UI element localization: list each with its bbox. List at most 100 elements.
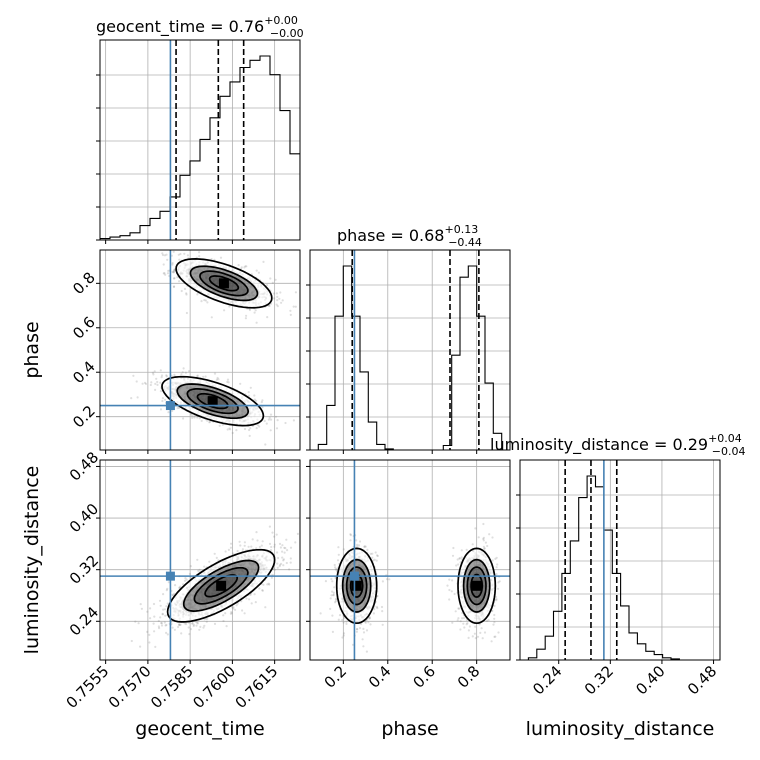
scatter-phase-vs-geocent-time-point	[204, 375, 207, 378]
scatter-distance-vs-phase-point	[368, 616, 371, 619]
scatter-distance-vs-phase-point	[332, 593, 335, 596]
scatter-distance-vs-phase-point	[331, 614, 334, 617]
scatter-phase-vs-geocent-time-point	[256, 424, 259, 427]
scatter-distance-vs-phase-point	[342, 632, 346, 635]
scatter-phase-vs-geocent-time-point	[279, 291, 282, 294]
scatter-phase-vs-geocent-time-point	[176, 407, 179, 410]
scatter-distance-vs-phase-point	[341, 618, 344, 622]
hist-geocent-time-panel	[96, 39, 301, 244]
scatter-distance-vs-geocent-time-point	[267, 582, 270, 585]
scatter-distance-vs-phase-point	[476, 635, 480, 638]
scatter-distance-vs-geocent-time-point	[277, 556, 280, 560]
scatter-distance-vs-geocent-time-point	[255, 531, 258, 534]
scatter-distance-vs-geocent-time-point	[240, 600, 243, 603]
scatter-distance-vs-phase-point	[458, 557, 461, 560]
scatter-phase-vs-geocent-time-point	[247, 394, 251, 397]
scatter-distance-vs-phase-point	[487, 619, 490, 622]
scatter-distance-vs-geocent-time-point	[164, 614, 167, 617]
scatter-phase-vs-geocent-time-point	[159, 408, 163, 411]
scatter-distance-vs-phase-contour-1-1	[462, 558, 491, 613]
scatter-distance-vs-phase-point	[497, 587, 500, 590]
scatter-phase-vs-geocent-time-point	[161, 253, 165, 257]
scatter-distance-vs-phase-point	[358, 540, 362, 543]
scatter-distance-vs-geocent-time-contour-0-1	[182, 559, 260, 612]
scatter-distance-vs-phase-point	[364, 545, 367, 548]
scatter-distance-vs-geocent-time-point	[236, 549, 239, 553]
scatter-distance-vs-geocent-time-point	[231, 552, 234, 555]
scatter-distance-vs-geocent-time-frame	[99, 459, 301, 661]
scatter-distance-vs-geocent-time-point	[275, 533, 278, 536]
scatter-distance-vs-geocent-time-point	[208, 560, 211, 563]
scatter-distance-vs-phase-point	[493, 621, 496, 624]
scatter-distance-vs-phase-point	[494, 635, 497, 638]
scatter-distance-vs-phase-point	[494, 557, 497, 561]
scatter-phase-vs-geocent-time-point	[289, 309, 292, 312]
scatter-distance-vs-geocent-time-point	[162, 608, 165, 611]
scatter-distance-vs-phase-point	[495, 566, 498, 569]
scatter-phase-vs-geocent-time-point	[183, 252, 186, 255]
scatter-phase-vs-geocent-time-point	[269, 418, 273, 421]
scatter-distance-vs-geocent-time-point	[183, 579, 187, 582]
scatter-distance-vs-geocent-time-point	[247, 545, 250, 548]
scatter-distance-vs-geocent-time-point	[159, 604, 162, 607]
scatter-distance-vs-phase-point	[381, 623, 384, 626]
scatter-phase-vs-geocent-time-point	[196, 293, 199, 296]
scatter-distance-vs-phase-point	[474, 527, 477, 530]
scatter-distance-vs-phase-point	[374, 551, 377, 554]
scatter-distance-vs-geocent-time-point	[301, 543, 303, 545]
scatter-distance-vs-geocent-time-point	[161, 613, 164, 616]
scatter-distance-vs-geocent-time-point	[251, 538, 254, 541]
scatter-distance-vs-phase-point	[457, 617, 460, 620]
scatter-distance-vs-phase-point	[488, 533, 491, 536]
scatter-phase-vs-geocent-time-point	[191, 414, 194, 417]
scatter-distance-vs-geocent-time-point	[249, 593, 252, 597]
scatter-phase-vs-geocent-time-point	[159, 381, 162, 384]
scatter-phase-vs-geocent-time-point	[173, 268, 176, 271]
scatter-distance-vs-phase-point	[452, 546, 455, 550]
scatter-phase-vs-geocent-time-point	[273, 297, 276, 300]
scatter-phase-vs-geocent-time-point	[173, 285, 176, 288]
scatter-distance-vs-phase-point	[495, 599, 498, 602]
scatter-distance-vs-geocent-time-point	[243, 541, 246, 544]
scatter-distance-vs-geocent-time-clipped	[100, 460, 303, 660]
scatter-distance-vs-geocent-time-point	[172, 594, 175, 597]
scatter-phase-vs-geocent-time-point	[166, 272, 170, 275]
scatter-phase-vs-geocent-time-point	[200, 419, 203, 422]
scatter-phase-vs-geocent-time-point	[275, 292, 278, 295]
scatter-distance-vs-phase-point	[356, 628, 359, 631]
scatter-distance-vs-geocent-time-point	[289, 561, 292, 564]
scatter-distance-vs-geocent-time-point	[192, 623, 195, 626]
scatter-distance-vs-phase-point	[367, 621, 370, 624]
scatter-phase-vs-geocent-time-point	[136, 396, 139, 399]
scatter-phase-vs-geocent-time-point	[247, 391, 250, 394]
scatter-distance-vs-geocent-time-point	[229, 612, 232, 615]
scatter-phase-vs-geocent-time-point	[208, 420, 212, 423]
scatter-distance-vs-geocent-time-point	[285, 538, 288, 541]
scatter-distance-vs-phase-point	[482, 537, 485, 541]
scatter-distance-vs-geocent-time-point	[234, 608, 237, 611]
scatter-distance-vs-geocent-time-point	[130, 639, 133, 643]
scatter-distance-vs-geocent-time-peak-0	[216, 580, 227, 591]
scatter-distance-vs-phase-point	[381, 580, 384, 583]
scatter-phase-vs-geocent-time-frame	[99, 249, 301, 451]
scatter-phase-vs-geocent-time-point	[173, 277, 176, 280]
scatter-phase-vs-geocent-time-point	[244, 265, 247, 268]
scatter-distance-vs-geocent-time-point	[148, 641, 151, 644]
scatter-phase-vs-geocent-time-point	[240, 266, 243, 269]
scatter-distance-vs-phase-point	[495, 573, 498, 576]
scatter-distance-vs-phase-point	[459, 628, 462, 631]
scatter-phase-vs-geocent-time-point	[198, 417, 201, 420]
scatter-distance-vs-geocent-time-point	[146, 610, 149, 613]
scatter-distance-vs-phase-point	[368, 617, 372, 620]
scatter-phase-vs-geocent-time-contour-0-3	[208, 275, 240, 292]
scatter-distance-vs-geocent-time-point	[188, 572, 191, 576]
scatter-phase-vs-geocent-time-contour-0-0	[175, 258, 273, 309]
scatter-distance-vs-phase-point	[495, 595, 498, 599]
scatter-distance-vs-geocent-time-point	[179, 585, 182, 588]
scatter-distance-vs-geocent-time-point	[152, 622, 155, 625]
scatter-distance-vs-geocent-time-point	[283, 551, 286, 554]
scatter-distance-vs-geocent-time-point	[268, 583, 271, 586]
scatter-distance-vs-geocent-time-point	[285, 561, 288, 565]
scatter-distance-vs-geocent-time-point	[281, 556, 284, 559]
scatter-distance-vs-phase-point	[482, 545, 485, 548]
